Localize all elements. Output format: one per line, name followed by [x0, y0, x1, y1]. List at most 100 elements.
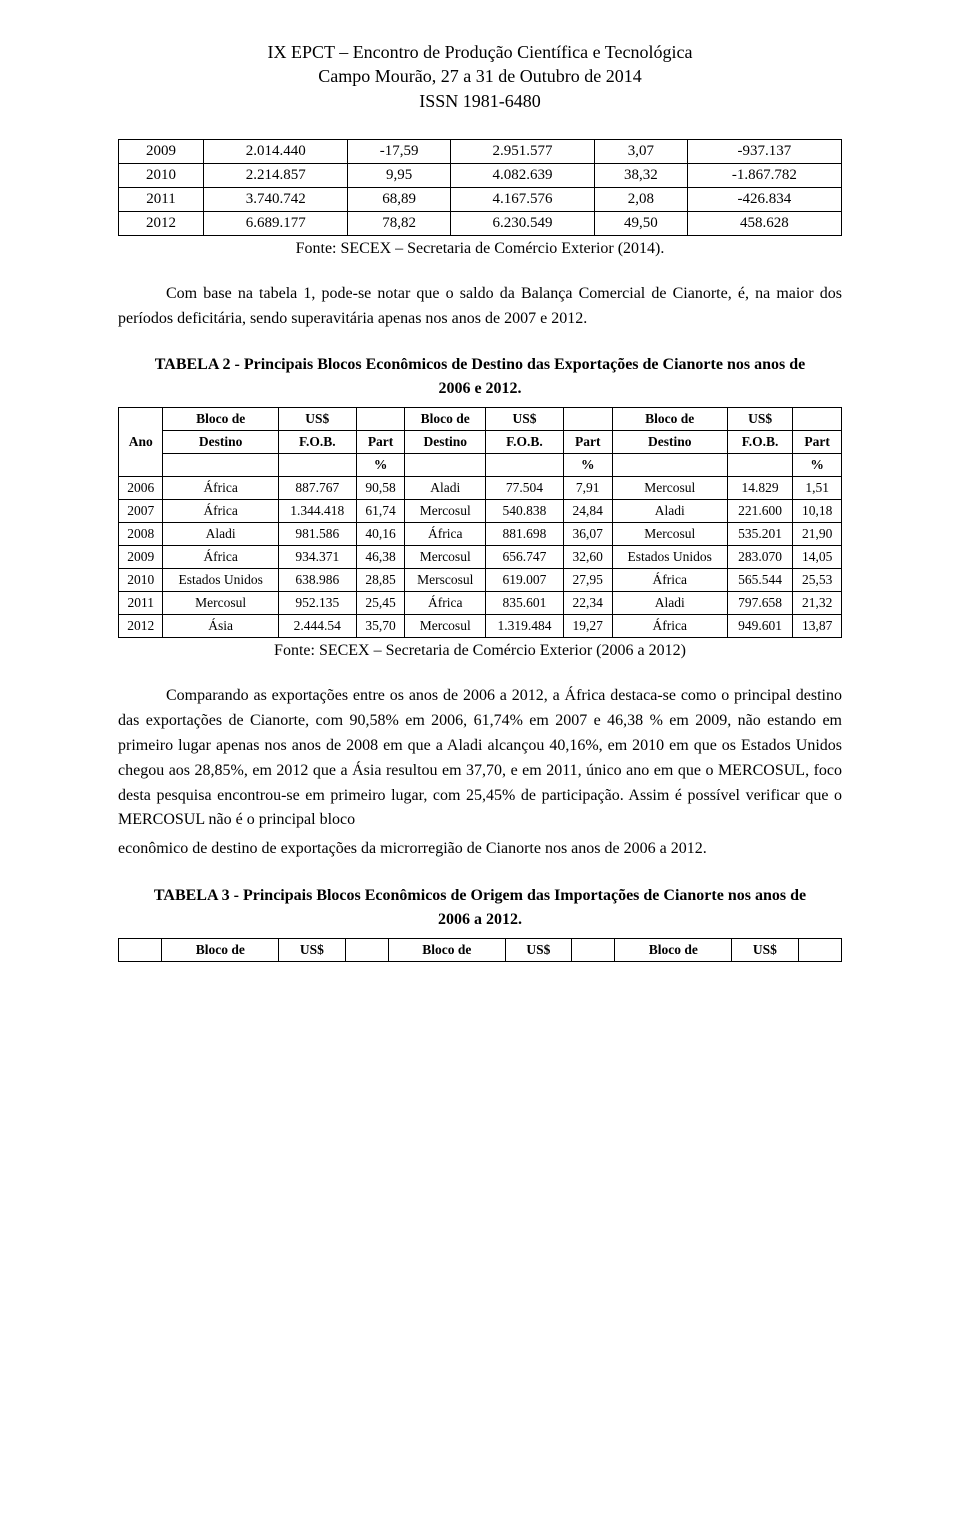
table-cell: África — [612, 569, 727, 592]
table-cell: 24,84 — [563, 500, 612, 523]
table-cell: África — [405, 523, 486, 546]
table-cell: 6.230.549 — [450, 211, 594, 235]
table-cell: 25,45 — [356, 592, 405, 615]
table-cell: 2007 — [119, 500, 163, 523]
table-row: 2007África1.344.41861,74Mercosul540.8382… — [119, 500, 842, 523]
table-cell: 90,58 — [356, 477, 405, 500]
table-cell: 4.167.576 — [450, 187, 594, 211]
table-cell: 77.504 — [486, 477, 564, 500]
table-cell: Mercosul — [405, 500, 486, 523]
t2-h: Bloco de — [612, 408, 727, 431]
t2-h: Bloco de — [163, 408, 278, 431]
table-cell: 2008 — [119, 523, 163, 546]
table-cell: 2.014.440 — [204, 139, 348, 163]
table-cell: 1.344.418 — [278, 500, 356, 523]
table-3-title: TABELA 3 - Principais Blocos Econômicos … — [118, 884, 842, 932]
paragraph-2: Comparando as exportações entre os anos … — [118, 684, 842, 833]
table-cell: 61,74 — [356, 500, 405, 523]
table-cell: 38,32 — [595, 163, 687, 187]
table-cell: Aladi — [405, 477, 486, 500]
t2-h — [405, 454, 486, 477]
table-cell: Mercosul — [612, 477, 727, 500]
header-line-2: Campo Mourão, 27 a 31 de Outubro de 2014 — [118, 64, 842, 88]
t2-h: Destino — [405, 431, 486, 454]
t2-h: US$ — [486, 408, 564, 431]
table-cell: Mercosul — [163, 592, 278, 615]
t2-h: US$ — [278, 408, 356, 431]
table-cell: 2006 — [119, 477, 163, 500]
table-cell: 2012 — [119, 211, 204, 235]
table-cell: 458.628 — [687, 211, 841, 235]
table-3-title-line1: TABELA 3 - Principais Blocos Econômicos … — [154, 887, 806, 904]
table-cell: 25,53 — [793, 569, 842, 592]
table-cell: 13,87 — [793, 615, 842, 638]
table-cell: 835.601 — [486, 592, 564, 615]
table-cell: 9,95 — [348, 163, 450, 187]
table-cell: -426.834 — [687, 187, 841, 211]
table-cell: 283.070 — [727, 546, 792, 569]
t2-h: US$ — [727, 408, 792, 431]
t2-h: Destino — [163, 431, 278, 454]
table-cell: 540.838 — [486, 500, 564, 523]
table-cell: 565.544 — [727, 569, 792, 592]
t2-h-ano: Ano — [119, 408, 163, 477]
table-cell: -1.867.782 — [687, 163, 841, 187]
table-cell: 981.586 — [278, 523, 356, 546]
table-cell: 535.201 — [727, 523, 792, 546]
table-cell: África — [405, 592, 486, 615]
t3-h: US$ — [732, 939, 798, 962]
table-cell: Merscosul — [405, 569, 486, 592]
t3-h: US$ — [505, 939, 571, 962]
table-cell: África — [163, 477, 278, 500]
paragraph-2b: econômico de destino de exportações da m… — [118, 837, 842, 862]
table-cell: 934.371 — [278, 546, 356, 569]
table-cell: Aladi — [163, 523, 278, 546]
table-cell: 10,18 — [793, 500, 842, 523]
t2-h: Destino — [612, 431, 727, 454]
table-cell: Estados Unidos — [612, 546, 727, 569]
table-row: 20126.689.17778,826.230.54949,50458.628 — [119, 211, 842, 235]
t2-h — [356, 408, 405, 431]
header-line-1: IX EPCT – Encontro de Produção Científic… — [118, 40, 842, 64]
table-row: 2011Mercosul952.13525,45África835.60122,… — [119, 592, 842, 615]
table-cell: 49,50 — [595, 211, 687, 235]
t3-h-empty — [119, 939, 162, 962]
table-cell: 2.951.577 — [450, 139, 594, 163]
table-cell: 21,32 — [793, 592, 842, 615]
t2-h — [486, 454, 564, 477]
table-cell: 22,34 — [563, 592, 612, 615]
table-cell: 2009 — [119, 139, 204, 163]
t3-h: Bloco de — [615, 939, 732, 962]
table-cell: 881.698 — [486, 523, 564, 546]
table-2-source: Fonte: SECEX – Secretaria de Comércio Ex… — [118, 642, 842, 660]
table-row: 2006África887.76790,58Aladi77.5047,91Mer… — [119, 477, 842, 500]
table-cell: 27,95 — [563, 569, 612, 592]
table-row: 2009África934.37146,38Mercosul656.74732,… — [119, 546, 842, 569]
table-cell: 221.600 — [727, 500, 792, 523]
t2-h: Part — [793, 431, 842, 454]
table-cell: 32,60 — [563, 546, 612, 569]
table-cell: 14.829 — [727, 477, 792, 500]
table-cell: 14,05 — [793, 546, 842, 569]
t2-h: % — [793, 454, 842, 477]
table-cell: 2011 — [119, 592, 163, 615]
t2-h — [563, 408, 612, 431]
table-cell: Aladi — [612, 592, 727, 615]
table-cell: Mercosul — [405, 546, 486, 569]
table-3: Bloco de US$ Bloco de US$ Bloco de US$ — [118, 938, 842, 962]
table-cell: 4.082.639 — [450, 163, 594, 187]
table-cell: Mercosul — [612, 523, 727, 546]
table-row: 2012Ásia2.444.5435,70Mercosul1.319.48419… — [119, 615, 842, 638]
table-cell: 68,89 — [348, 187, 450, 211]
table-row: 2008Aladi981.58640,16África881.69836,07M… — [119, 523, 842, 546]
table-cell: 21,90 — [793, 523, 842, 546]
table-cell: 2.214.857 — [204, 163, 348, 187]
table-row: 20102.214.8579,954.082.63938,32-1.867.78… — [119, 163, 842, 187]
table-cell: 7,91 — [563, 477, 612, 500]
header-line-3: ISSN 1981-6480 — [118, 89, 842, 113]
t2-h: F.O.B. — [727, 431, 792, 454]
table-cell: 949.601 — [727, 615, 792, 638]
t2-h — [793, 408, 842, 431]
table-row: 2010Estados Unidos638.98628,85Merscosul6… — [119, 569, 842, 592]
t3-h-empty — [572, 939, 615, 962]
